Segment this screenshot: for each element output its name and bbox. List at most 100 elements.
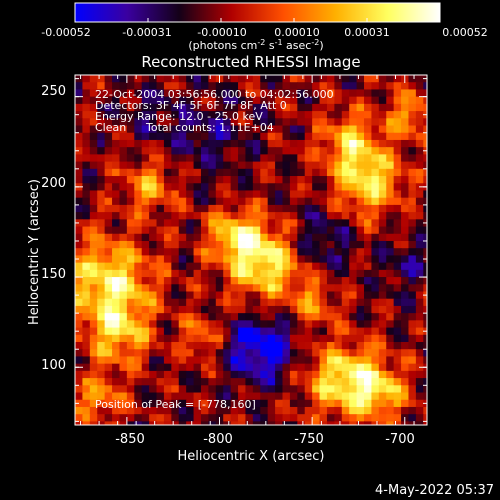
heatmap-cell [415, 269, 424, 278]
heatmap-cell [252, 82, 261, 91]
heatmap-cell [356, 219, 365, 228]
heatmap-cell [304, 233, 313, 242]
heatmap-cell [371, 96, 380, 105]
heatmap-cell [282, 378, 291, 386]
heatmap-cell [401, 370, 410, 379]
heatmap-cell [119, 212, 128, 220]
heatmap-cell [304, 305, 313, 314]
heatmap-cell [238, 226, 247, 235]
heatmap-cell [408, 219, 417, 228]
heatmap-cell [252, 284, 261, 293]
heatmap-cell [186, 248, 195, 257]
heatmap-cell [393, 197, 402, 206]
heatmap-cell [141, 212, 150, 220]
heatmap-cell [149, 89, 158, 98]
heatmap-cell [215, 226, 224, 235]
heatmap-cell [89, 392, 98, 401]
heatmap-cell [386, 82, 395, 91]
heatmap-cell [149, 219, 158, 228]
heatmap-cell [334, 277, 343, 285]
heatmap-cell [312, 269, 321, 278]
heatmap-cell [97, 147, 106, 155]
heatmap-cell [401, 240, 410, 249]
heatmap-cell [326, 161, 335, 170]
heatmap-cell [215, 406, 224, 415]
heatmap-cell [297, 233, 306, 242]
heatmap-cell [208, 399, 217, 408]
heatmap-cell [415, 147, 424, 155]
heatmap-cell [408, 248, 417, 257]
heatmap-cell [408, 147, 417, 155]
heatmap-cell [267, 378, 276, 386]
heatmap-cell [386, 255, 395, 264]
heatmap-cell [82, 269, 91, 278]
heatmap-cell [282, 75, 291, 83]
heatmap-cell [97, 429, 105, 437]
heatmap-cell [75, 75, 84, 83]
heatmap-cell [282, 125, 291, 134]
heatmap-cell [223, 284, 232, 293]
heatmap-cell [415, 298, 424, 307]
heatmap-cell [289, 385, 298, 394]
heatmap-cell [223, 385, 232, 394]
heatmap-cell [134, 349, 143, 358]
heatmap-cell [75, 204, 84, 213]
heatmap-cell [386, 168, 395, 177]
heatmap-cell [215, 320, 224, 329]
heatmap-cell [415, 161, 424, 170]
heatmap-cell [260, 356, 269, 365]
heatmap-cell [119, 240, 128, 249]
heatmap-cell [97, 103, 106, 112]
heatmap-cell [215, 378, 224, 386]
heatmap-cell [134, 219, 143, 228]
heatmap-cell [238, 429, 246, 437]
heatmap-cell [408, 197, 417, 206]
heatmap-cell [104, 248, 113, 257]
heatmap-cell [275, 248, 284, 257]
heatmap-cell [112, 82, 121, 91]
heatmap-cell [393, 277, 402, 285]
heatmap-cell [408, 406, 417, 415]
heatmap-cell [200, 96, 209, 105]
heatmap-cell [401, 385, 410, 394]
heatmap-cell [334, 320, 343, 329]
heatmap-cell [156, 291, 165, 300]
heatmap-cell [356, 370, 365, 379]
heatmap-cell [245, 118, 254, 127]
heatmap-cell [163, 385, 172, 394]
heatmap-cell [97, 349, 106, 358]
heatmap-cell [186, 125, 195, 134]
heatmap-cell [267, 363, 276, 372]
heatmap-cell [215, 356, 224, 365]
heatmap-cell [156, 327, 165, 336]
heatmap-cell [267, 240, 276, 249]
heatmap-cell [260, 82, 269, 91]
heatmap-cell [289, 356, 298, 365]
heatmap-cell [275, 356, 284, 365]
heatmap-cell [393, 320, 402, 329]
heatmap-cell [275, 269, 284, 278]
heatmap-cell [223, 139, 232, 148]
heatmap-cell [408, 349, 417, 358]
heatmap-cell [304, 262, 313, 271]
heatmap-cell [208, 342, 217, 350]
heatmap-cell [364, 392, 373, 401]
heatmap-cell [141, 349, 150, 358]
heatmap-cell [267, 132, 276, 141]
heatmap-cell [349, 111, 358, 119]
heatmap-cell [326, 392, 335, 401]
heatmap-cell [393, 363, 402, 372]
heatmap-cell [431, 407, 439, 415]
heatmap-cell [319, 291, 328, 300]
heatmap-cell [112, 320, 121, 329]
heatmap-cell [386, 96, 395, 105]
heatmap-cell [215, 349, 224, 358]
heatmap-cell [319, 277, 328, 285]
heatmap-cell [89, 190, 98, 199]
heatmap-cell [230, 168, 239, 177]
heatmap-cell [134, 255, 143, 264]
heatmap-cell [163, 284, 172, 293]
heatmap-cell [223, 414, 232, 422]
heatmap-cell [134, 298, 143, 307]
heatmap-cell [134, 183, 143, 192]
